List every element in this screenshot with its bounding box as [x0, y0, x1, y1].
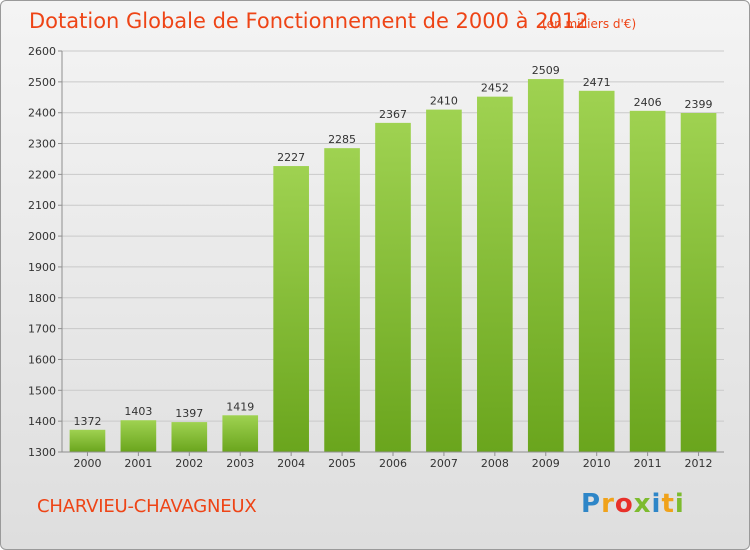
town-name: CHARVIEU-CHAVAGNEUX [37, 496, 257, 517]
logo-letter: o [614, 489, 634, 519]
bar-2003 [222, 415, 259, 452]
x-tick-label: 2005 [328, 457, 356, 470]
y-tick-label: 1900 [28, 261, 56, 274]
x-tick-label: 2012 [685, 457, 713, 470]
y-tick-label: 1500 [28, 384, 56, 397]
bar-2007 [426, 109, 462, 452]
bar-value-label: 2471 [583, 76, 611, 89]
y-tick-label: 1400 [28, 415, 56, 428]
x-tick-label: 2000 [73, 457, 101, 470]
logo-letter: i [651, 489, 662, 519]
y-tick-label: 2200 [28, 168, 56, 181]
y-tick-label: 2000 [28, 230, 56, 243]
bar-value-label: 1397 [175, 407, 203, 420]
logo-letter: x [633, 489, 652, 519]
x-tick-label: 2004 [277, 457, 305, 470]
logo-letter: P [581, 489, 602, 519]
bar-2010 [578, 90, 615, 453]
bar-2006 [375, 122, 411, 453]
y-tick-label: 1800 [28, 292, 56, 305]
x-tick-label: 2003 [226, 457, 254, 470]
bar-value-label: 2367 [379, 108, 407, 121]
y-tick-label: 1300 [28, 446, 56, 459]
bar-2012 [680, 113, 717, 453]
title-row: Dotation Globale de Fonctionnement de 20… [1, 7, 749, 41]
bar-value-label: 1419 [226, 400, 254, 413]
x-tick-label: 2008 [481, 457, 509, 470]
bar-2011 [629, 110, 666, 452]
y-tick-label: 1600 [28, 353, 56, 366]
proxiti-logo: Proxiti [581, 489, 701, 525]
y-tick-label: 1700 [28, 323, 56, 336]
bar-value-label: 2227 [277, 151, 305, 164]
bars: 1372 1403 1397 1419 2227 2285 2367 2410 2452 2509… [69, 64, 717, 453]
y-tick-label: 2500 [28, 76, 56, 89]
bar-2005 [324, 148, 360, 452]
x-tick-label: 2011 [634, 457, 662, 470]
bar-2000 [69, 429, 106, 452]
logo-letter: r [601, 489, 615, 519]
bar-value-label: 2509 [532, 64, 560, 77]
y-tick-label: 2100 [28, 199, 56, 212]
x-tick-label: 2002 [175, 457, 203, 470]
bar-2002 [171, 422, 208, 452]
bar-value-label: 1403 [124, 405, 152, 418]
bar-value-label: 1372 [73, 415, 101, 428]
bar-value-label: 2285 [328, 133, 356, 146]
x-tick-label: 2001 [124, 457, 152, 470]
bar-value-label: 2410 [430, 95, 458, 108]
bar-2001 [120, 420, 157, 452]
bar-value-label: 2452 [481, 82, 509, 95]
bar-2009 [527, 79, 564, 452]
bar-2008 [477, 96, 513, 452]
y-tick-label: 2300 [28, 138, 56, 151]
bar-value-label: 2399 [685, 98, 713, 111]
x-tick-label: 2007 [430, 457, 458, 470]
x-tick-label: 2006 [379, 457, 407, 470]
bar-2004 [273, 166, 309, 452]
bar-value-label: 2406 [634, 96, 662, 109]
logo-letter: t [661, 489, 675, 519]
chart-title: Dotation Globale de Fonctionnement de 20… [29, 9, 589, 33]
axes: 1300 1400 1500 1600 1700 1800 1900 2000 2100 2200… [28, 45, 724, 470]
x-tick-label: 2009 [532, 457, 560, 470]
y-tick-label: 2400 [28, 107, 56, 120]
y-tick-label: 2600 [28, 45, 56, 58]
x-tick-label: 2010 [583, 457, 611, 470]
logo-letter: i [674, 489, 685, 519]
chart-subtitle: (en milliers d'€) [542, 17, 637, 31]
